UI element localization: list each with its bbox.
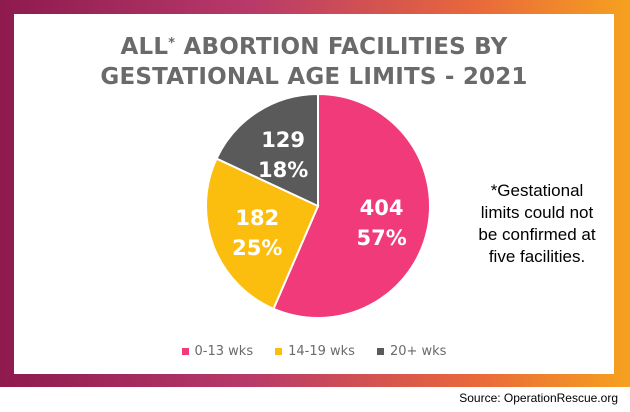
legend-label: 20+ wks	[389, 344, 447, 359]
legend-label: 0-13 wks	[194, 344, 254, 359]
source-credit: Source: OperationRescue.org	[459, 391, 618, 405]
legend-label: 14-19 wks	[288, 344, 355, 359]
footnote-line-3: be confirmed at	[478, 225, 596, 244]
title-prefix: ALL	[120, 34, 169, 60]
footnote: *Gestational limits could not be confirm…	[462, 180, 612, 268]
legend-swatch	[181, 348, 189, 355]
chart-card: ALL* ABORTION FACILITIES BY GESTATIONAL …	[14, 14, 614, 374]
footnote-line-4: five facilities.	[488, 247, 586, 266]
slice-percent-label: 25%	[232, 236, 282, 260]
legend-swatch	[275, 348, 283, 355]
legend-swatch	[376, 348, 384, 355]
slice-percent-label: 57%	[356, 226, 406, 250]
legend: 0-13 wks 14-19 wks 20+ wks	[14, 344, 614, 359]
title-rest: ABORTION FACILITIES BY	[175, 34, 508, 60]
footnote-line-2: limits could not	[480, 203, 594, 222]
slice-20-plus-wks	[215, 92, 319, 208]
slice-count-label: 404	[360, 196, 404, 220]
legend-item: 20+ wks	[376, 344, 447, 359]
chart-title-line2: GESTATIONAL AGE LIMITS - 2021	[100, 64, 528, 90]
legend-item: 14-19 wks	[275, 344, 355, 359]
chart-title-line1: ALL* ABORTION FACILITIES BY	[14, 32, 614, 62]
slice-14-19-wks	[205, 157, 320, 311]
footnote-line-1: *Gestational	[490, 181, 584, 200]
slice-0-13-wks	[272, 92, 431, 319]
legend-item: 0-13 wks	[181, 344, 254, 359]
title-asterisk: *	[168, 36, 176, 51]
chart-title: ALL* ABORTION FACILITIES BY GESTATIONAL …	[14, 32, 614, 92]
slice-count-label: 129	[261, 128, 305, 152]
slice-percent-label: 18%	[258, 158, 308, 182]
pie-chart: 404 57% 182 25% 129 18%	[205, 92, 431, 319]
slice-count-label: 182	[235, 206, 279, 230]
